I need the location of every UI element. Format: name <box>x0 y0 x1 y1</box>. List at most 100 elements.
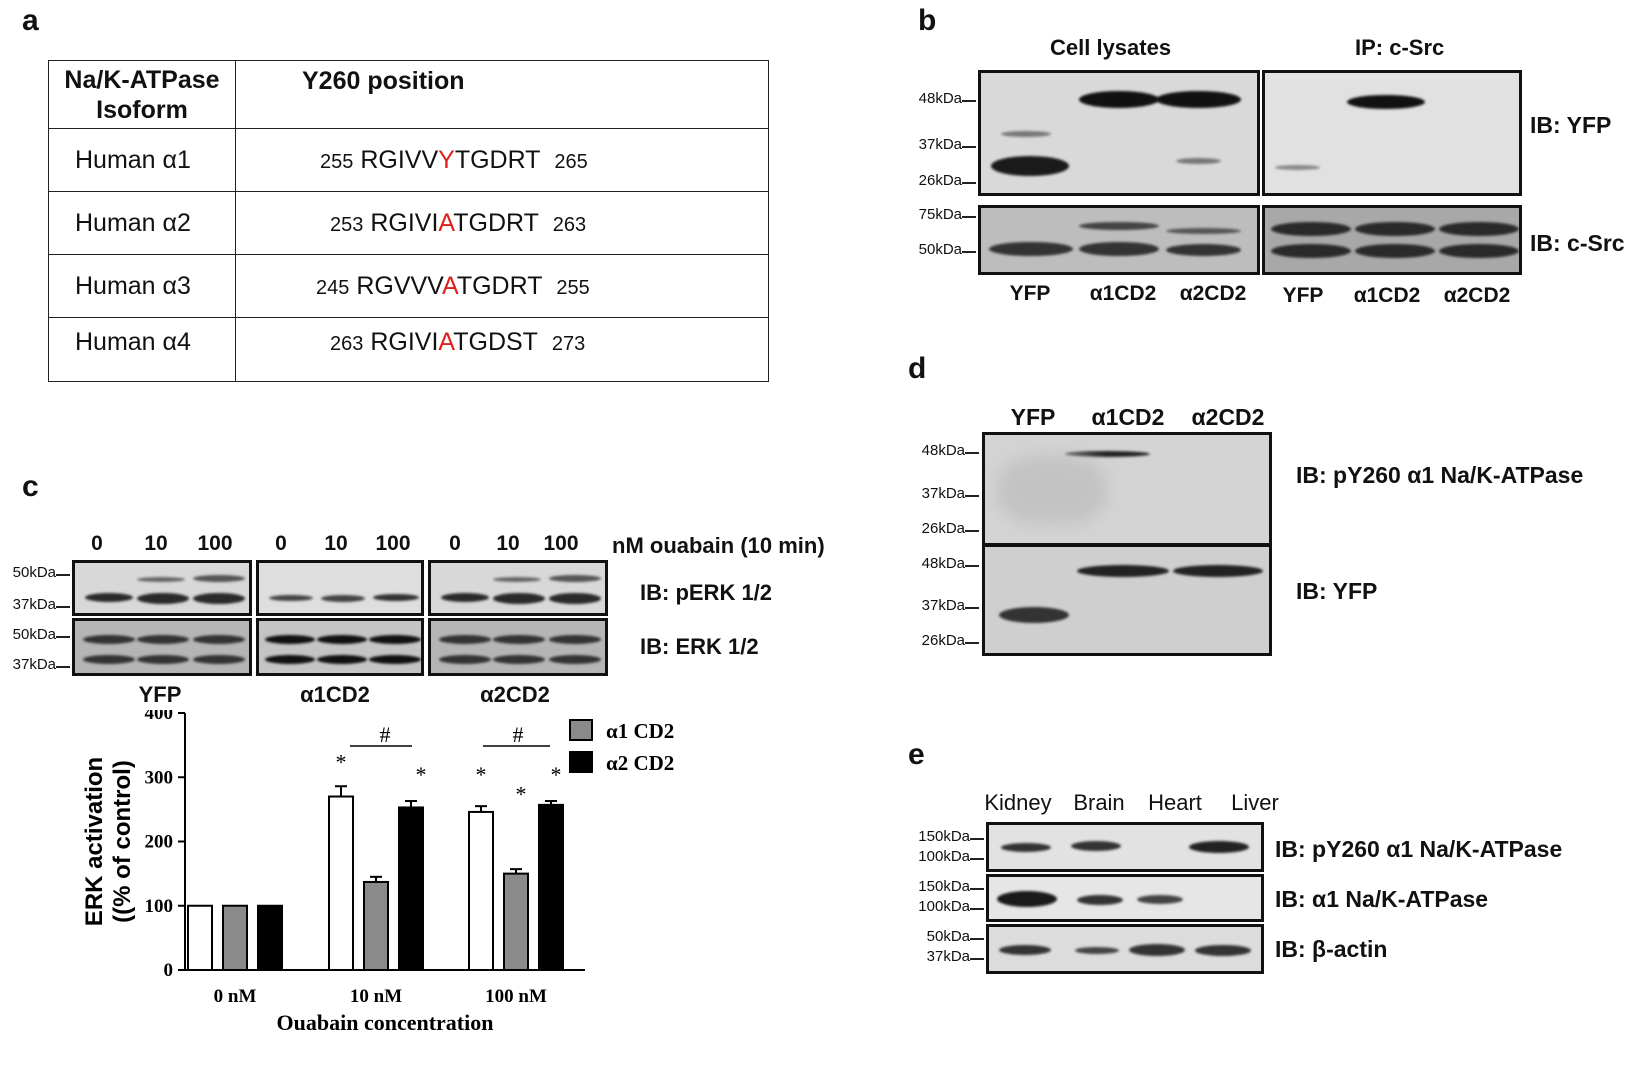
mw-marker: 37kDa <box>921 485 965 502</box>
y-tick-label: 300 <box>145 767 174 788</box>
dose-label: 0 <box>275 532 287 555</box>
mw-marker: 48kDa <box>921 442 965 459</box>
lane-label: Liver <box>1231 790 1279 815</box>
panel-c-label: c <box>22 470 39 503</box>
table-row: Human α2 253 RGIVIATGDRT 263 <box>48 191 769 255</box>
legend-label: α1 CD2 <box>606 719 674 743</box>
significance-star: * <box>516 781 527 806</box>
ib-label: IB: pY260 α1 Na/K-ATPase <box>1296 462 1584 488</box>
mw-marker: 48kDa <box>921 555 965 572</box>
mw-marker: 37kDa <box>12 656 56 673</box>
mw-marker: 37kDa <box>921 597 965 614</box>
dose-label: 100 <box>375 532 411 555</box>
mw-marker: 37kDa <box>926 948 970 965</box>
mw-marker: 48kDa <box>918 90 962 107</box>
panel-d-label: d <box>908 352 927 385</box>
blot-erk-yfp <box>72 618 252 676</box>
lane-label: α2CD2 <box>1179 282 1247 305</box>
y-tick-label: 0 <box>164 960 174 981</box>
table-row: Human α4 263 RGIVIATGDST 273 <box>48 317 769 382</box>
lane-label: YFP <box>1009 282 1051 305</box>
x-tick-label: 100 nM <box>485 986 547 1007</box>
x-axis-label: Ouabain concentration <box>277 1010 494 1035</box>
bar <box>187 904 213 971</box>
panel-a-label: a <box>22 4 39 37</box>
mw-tick <box>962 216 976 218</box>
blot-perk-yfp <box>72 560 252 616</box>
blot-yfp-d <box>982 544 1272 656</box>
mw-tick <box>56 636 70 638</box>
sequence-cell: 255 RGIVVYTGDRT 265 <box>235 128 769 192</box>
mw-tick <box>970 958 984 960</box>
mw-tick <box>970 938 984 940</box>
bar <box>468 810 494 971</box>
blot-erk-a2cd2 <box>428 618 608 676</box>
mw-tick <box>56 666 70 668</box>
mw-tick <box>965 642 979 644</box>
mw-marker: 37kDa <box>918 136 962 153</box>
isoform-name: Human α2 <box>48 191 236 255</box>
mw-tick <box>965 452 979 454</box>
mw-tick <box>962 146 976 148</box>
mw-tick <box>970 838 984 840</box>
table-row: Human α3 245 RGVVVATGDRT 255 <box>48 254 769 318</box>
cell-lysates-title: Cell lysates <box>1050 35 1172 60</box>
ib-label: IB: β-actin <box>1275 936 1388 962</box>
lane-label: YFP <box>1282 284 1324 307</box>
blot-ip-yfp <box>1262 70 1522 196</box>
y-tick-label: 400 <box>145 710 174 724</box>
mw-tick <box>970 908 984 910</box>
blot-lysate-csrc <box>978 205 1260 275</box>
legend-swatch <box>569 751 593 773</box>
mw-tick <box>970 858 984 860</box>
table-row: Human α1 255 RGIVVYTGDRT 265 <box>48 128 769 192</box>
blot-e-actin <box>986 924 1264 974</box>
table-header-position: Y260 position <box>235 60 769 129</box>
mw-marker: 26kDa <box>921 632 965 649</box>
lane-label: Heart <box>1148 790 1202 815</box>
blot-py260 <box>982 432 1272 546</box>
y-tick-label: 200 <box>145 832 174 853</box>
mw-tick <box>965 495 979 497</box>
mw-marker: 100kDa <box>918 898 970 915</box>
lane-label: α2CD2 <box>1443 284 1511 307</box>
bar <box>538 803 564 971</box>
bar <box>398 806 424 972</box>
ib-label: IB: pERK 1/2 <box>640 580 773 605</box>
group-label: α1CD2 <box>300 682 370 707</box>
y-axis-label: ERK activation <box>81 757 108 926</box>
blot-perk-a1cd2 <box>256 560 424 616</box>
group-label: YFP <box>138 682 182 707</box>
mw-tick <box>965 530 979 532</box>
y-axis-label: ((% of control) <box>109 760 136 923</box>
bar <box>363 880 389 971</box>
dose-label: 0 <box>91 532 103 555</box>
significance-star: * <box>416 762 427 787</box>
lane-label: α1CD2 <box>1353 284 1421 307</box>
bar <box>257 904 283 971</box>
significance-star: * <box>551 762 562 787</box>
ib-label: IB: ERK 1/2 <box>640 634 759 659</box>
mw-tick <box>962 251 976 253</box>
panel-b-label: b <box>918 4 937 37</box>
sequence-cell: 263 RGIVIATGDST 273 <box>235 317 769 382</box>
blot-lysate-yfp <box>978 70 1260 196</box>
mw-marker: 37kDa <box>12 596 56 613</box>
x-tick-label: 0 nM <box>214 986 257 1007</box>
lane-label: Brain <box>1073 790 1125 815</box>
dose-label: 0 <box>449 532 461 555</box>
legend-label: α2 CD2 <box>606 751 674 775</box>
mw-tick <box>56 574 70 576</box>
mw-marker: 50kDa <box>12 564 56 581</box>
y-tick-label: 100 <box>145 896 174 917</box>
isoform-name: Human α3 <box>48 254 236 318</box>
legend-label: YFP <box>606 710 647 711</box>
mw-tick <box>965 565 979 567</box>
mw-marker: 100kDa <box>918 848 970 865</box>
dose-label: 100 <box>543 532 579 555</box>
isoform-name: Human α1 <box>48 128 236 192</box>
x-tick-label: 10 nM <box>350 986 402 1007</box>
lane-label: Kidney <box>984 790 1052 815</box>
dose-label: 10 <box>144 532 168 555</box>
bar <box>503 872 529 971</box>
